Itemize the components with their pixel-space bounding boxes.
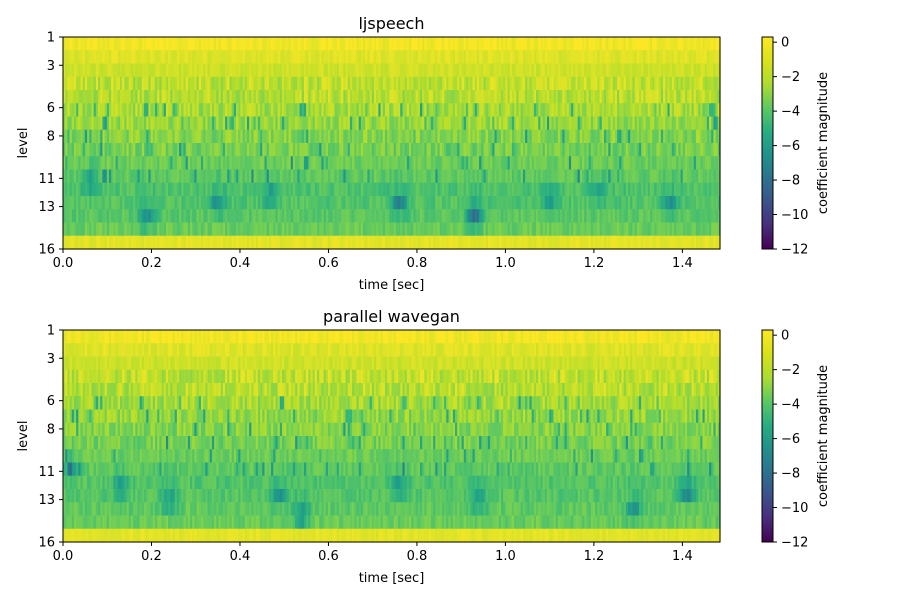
heatmap-cells [63,330,721,543]
y-tick-label: 8 [47,129,55,144]
colorbar-gradient [762,37,773,249]
colorbar: 0 −2 −4 −6 −8 −10 −12 coefficient magnitude [762,36,831,258]
colorbar-tick-label: −4 [781,105,800,120]
colorbar-tick-label: −12 [781,243,808,258]
chart-panel-1: ljspeech 0.0 0.2 0.4 0.6 0.8 1.0 1.2 1.4 time [se… [16,14,831,293]
y-tick-label: 13 [38,200,55,215]
x-tick-label: 0.6 [318,256,339,271]
chart-title: ljspeech [358,14,424,33]
x-tick-label: 0.0 [53,256,74,271]
colorbar-tick-label: −10 [781,208,808,223]
y-tick-label: 3 [47,59,55,74]
y-tick-label: 16 [38,243,55,258]
x-axis-label: time [sec] [359,278,425,293]
x-tick-label: 1.0 [495,256,516,271]
y-tick-label: 1 [47,31,55,46]
y-tick-label: 6 [47,101,55,116]
x-tick-label: 0.4 [230,256,251,271]
y-tick-label: 11 [38,172,55,187]
colorbar-tick-label: −2 [781,70,800,85]
x-tick-label: 1.4 [672,256,693,271]
x-tick-label: 1.2 [584,256,605,271]
y-axis-label: level [16,128,31,159]
x-tick-label: 0.2 [141,256,162,271]
colorbar-label: coefficient magnitude [816,72,831,214]
colorbar-tick-label: 0 [781,36,789,51]
colorbar-tick-label: −8 [781,174,800,189]
heatmap-cells [63,37,721,250]
colorbar-tick-label: −6 [781,139,800,154]
x-tick-label: 0.8 [407,256,428,271]
